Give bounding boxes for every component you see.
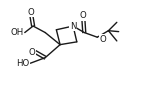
Text: HO: HO [16,59,29,68]
Text: O: O [80,11,87,20]
Text: O: O [28,8,35,17]
Text: OH: OH [11,28,24,37]
Text: O: O [99,35,106,44]
Text: N: N [70,22,76,31]
Text: O: O [29,48,36,57]
